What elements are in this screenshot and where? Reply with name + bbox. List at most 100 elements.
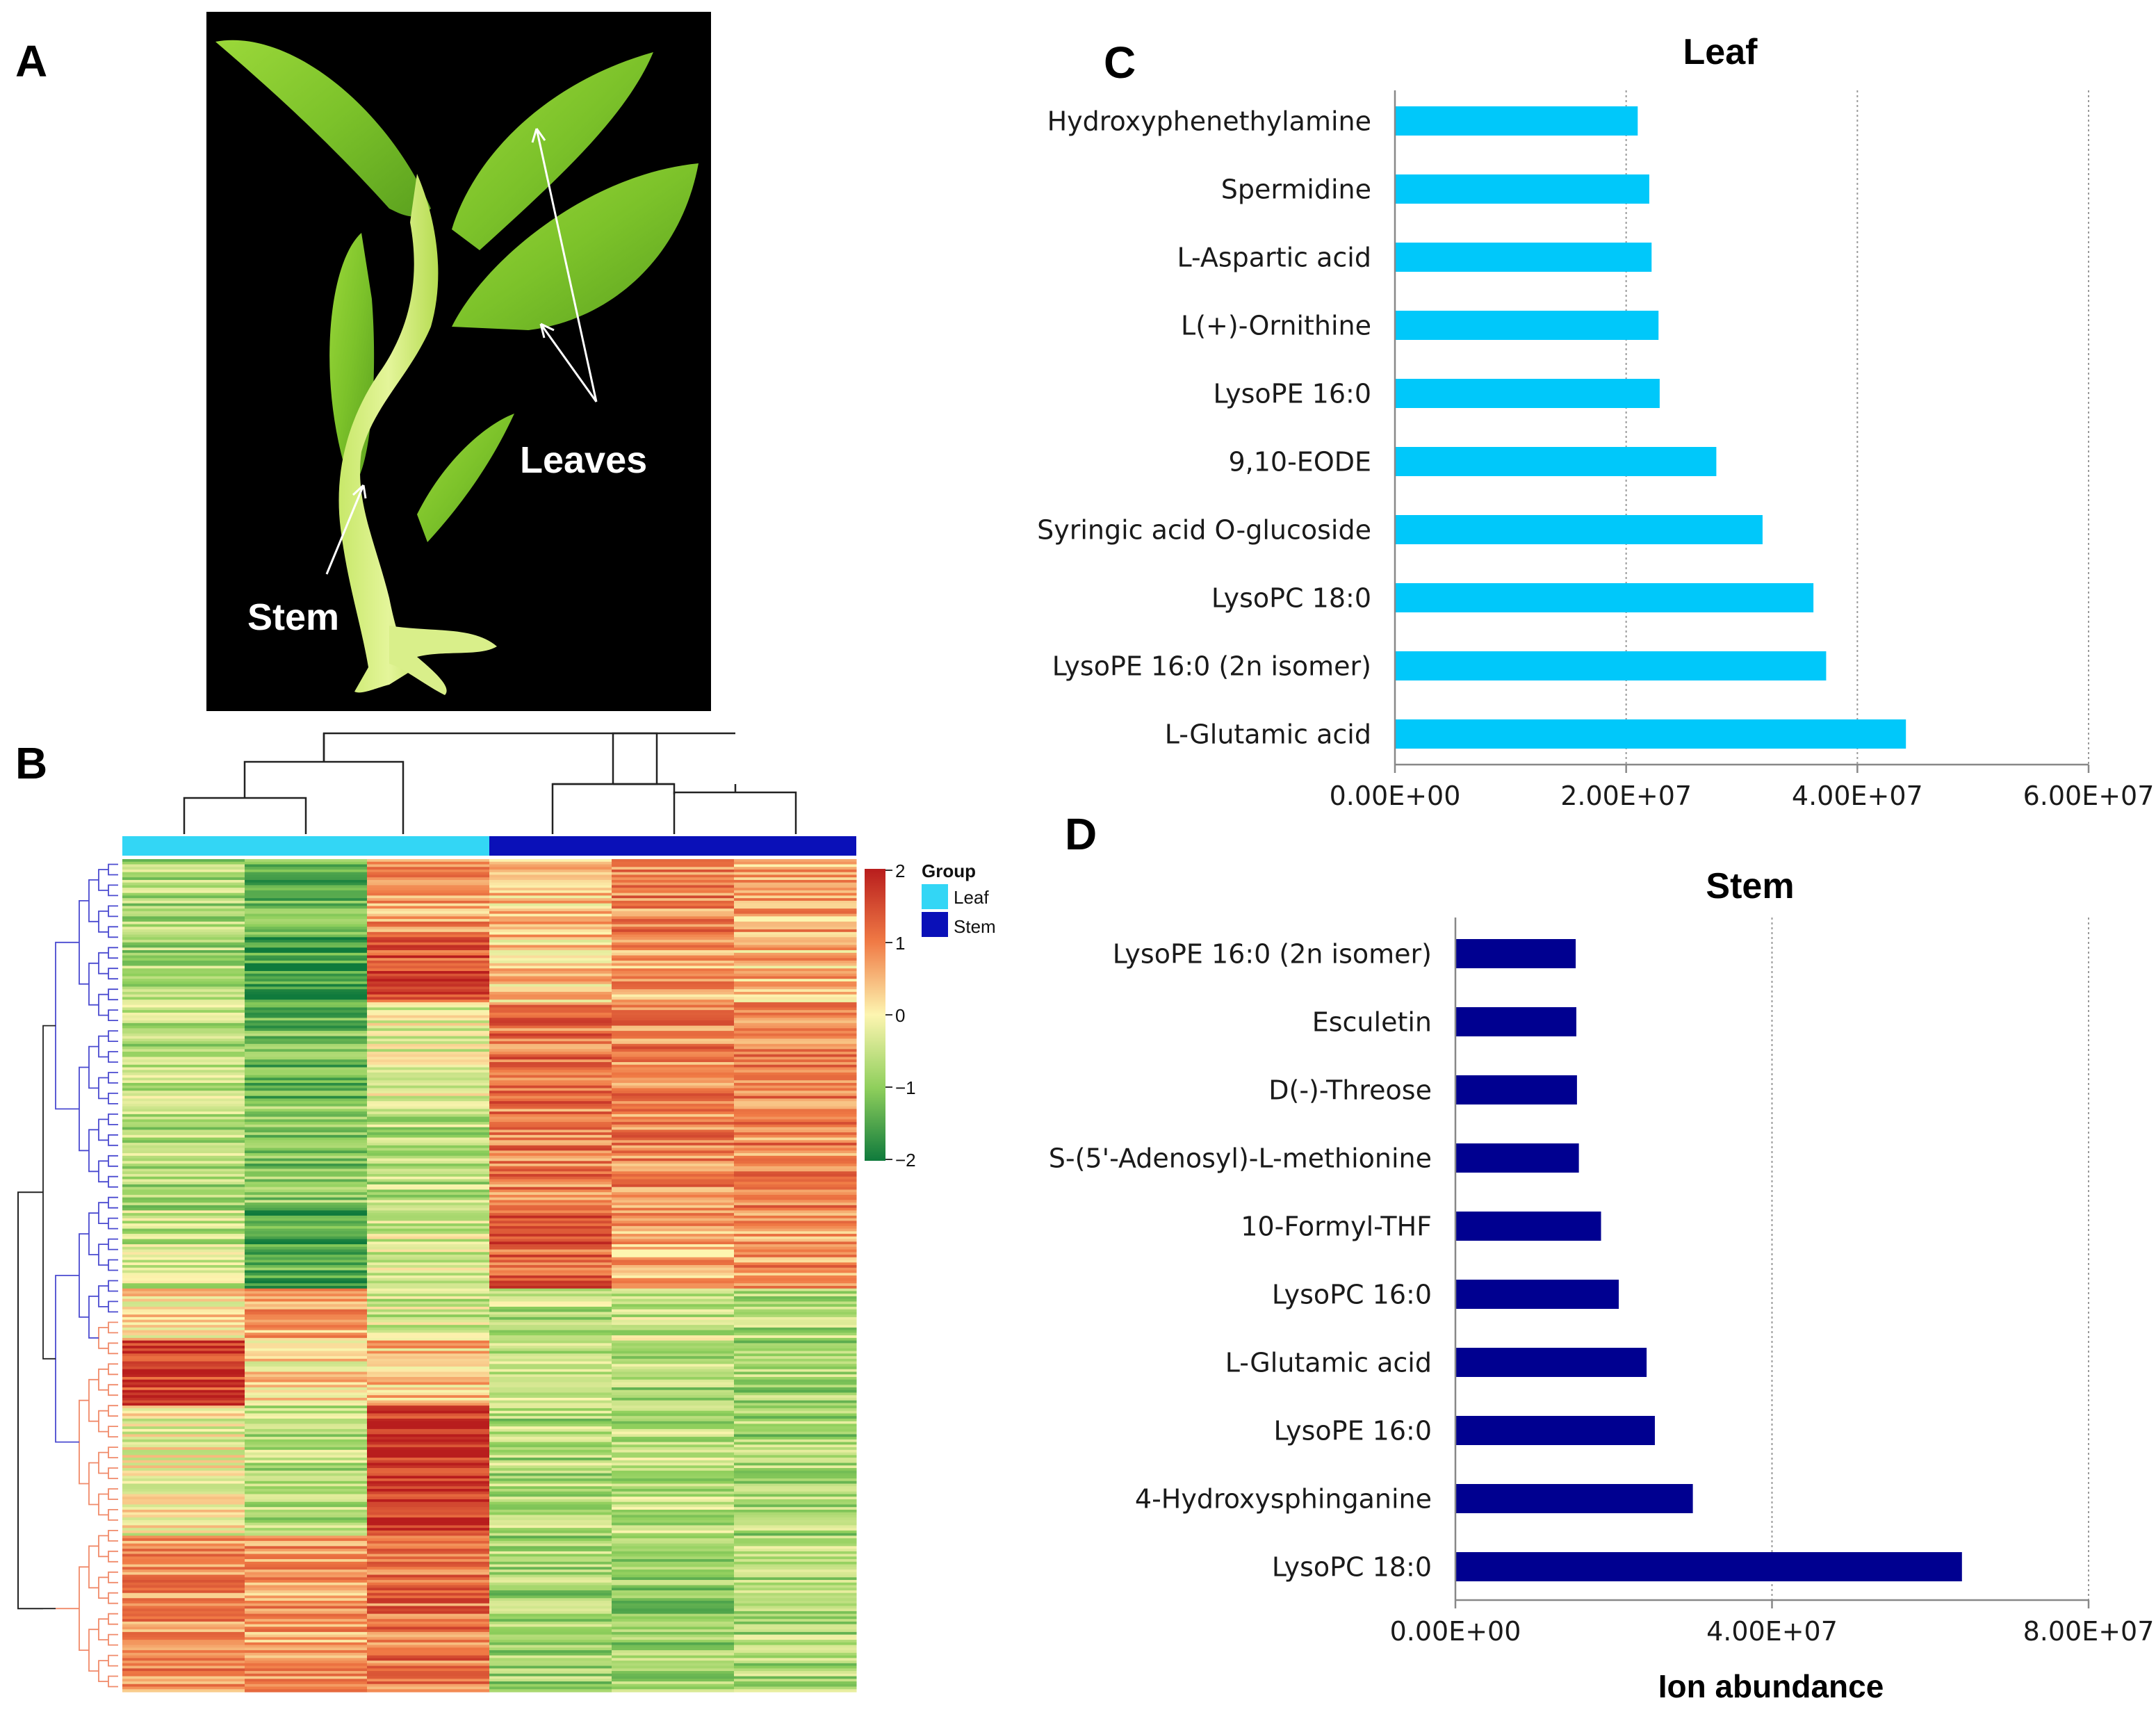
- heatmap-cell: [367, 1416, 490, 1419]
- heatmap-cell: [122, 1460, 245, 1464]
- heatmap-cell: [245, 890, 368, 894]
- heatmap-cell: [367, 1374, 490, 1378]
- stem-category-label: 4-Hydroxysphinganine: [1135, 1484, 1432, 1515]
- heatmap-cell: [245, 1619, 368, 1622]
- heatmap-cell: [612, 1257, 735, 1261]
- heatmap-cell: [245, 1166, 368, 1170]
- heatmap-cell: [367, 1225, 490, 1230]
- heatmap-cell: [122, 1119, 245, 1123]
- heatmap-cell: [489, 1127, 612, 1130]
- heatmap-cell: [122, 1655, 245, 1658]
- heatmap-cell: [245, 1624, 368, 1627]
- heatmap-cell: [612, 1033, 735, 1037]
- heatmap-cell: [367, 1182, 490, 1185]
- heatmap-cell: [367, 1249, 490, 1253]
- heatmap-cell: [122, 1192, 245, 1196]
- heatmap-cell: [245, 1064, 368, 1068]
- heatmap-cell: [367, 1431, 490, 1435]
- heatmap-cell: [245, 1294, 368, 1297]
- heatmap-cell: [367, 927, 490, 930]
- heatmap-cell: [245, 1265, 368, 1269]
- heatmap-cell: [122, 1351, 245, 1354]
- leaves-arrow-1-head: [531, 128, 546, 143]
- heatmap-cell: [245, 1661, 368, 1664]
- heatmap-cell: [367, 958, 490, 961]
- heatmap-cell: [367, 1458, 490, 1461]
- heatmap-cell: [489, 1661, 612, 1664]
- heatmap-cell: [245, 1481, 368, 1485]
- heatmap-cell: [245, 1434, 368, 1437]
- heatmap-cell: [122, 1637, 245, 1640]
- heatmap-cell: [489, 1361, 612, 1364]
- heatmap-cell: [367, 1267, 490, 1271]
- heatmap-cell: [489, 869, 612, 873]
- heatmap-cell: [612, 1103, 735, 1107]
- heatmap-cell: [122, 1257, 245, 1261]
- heatmap-cell: [734, 1379, 857, 1383]
- row-dendrogram-branch: [98, 911, 108, 933]
- heatmap-cell: [612, 1671, 735, 1674]
- heatmap-cell: [612, 1647, 735, 1651]
- heatmap-cell: [489, 1192, 612, 1196]
- heatmap-cell: [367, 1072, 490, 1076]
- heatmap-cell: [367, 1385, 490, 1388]
- row-dendrogram-branch: [79, 1566, 89, 1651]
- heatmap-cell: [734, 1002, 857, 1006]
- heatmap-cell: [734, 1535, 857, 1539]
- heatmap-cell: [734, 1385, 857, 1388]
- heatmap-cell: [489, 1301, 612, 1305]
- heatmap-cell: [734, 1470, 857, 1474]
- heatmap-cell: [489, 864, 612, 867]
- heatmap-cell: [489, 965, 612, 969]
- heatmap-cell: [612, 1327, 735, 1331]
- heatmap-cell: [122, 1116, 245, 1120]
- stem-bar: [1455, 1552, 1962, 1581]
- heatmap-cell: [245, 1570, 368, 1573]
- heatmap-cell: [122, 1153, 245, 1157]
- heatmap-cell: [122, 1449, 245, 1453]
- heatmap-cell: [734, 916, 857, 920]
- heatmap-cell: [612, 1689, 735, 1693]
- heatmap-cell: [734, 1624, 857, 1627]
- heatmap-cell: [245, 1634, 368, 1638]
- heatmap-cell: [245, 1025, 368, 1029]
- heatmap-cell: [612, 1228, 735, 1232]
- stem-tick-label: 0.00E+00: [1390, 1616, 1521, 1647]
- heatmap-cell: [489, 1442, 612, 1445]
- row-dendrogram-branch: [88, 1296, 99, 1339]
- leaf-category-label: L-Aspartic acid: [1177, 243, 1372, 273]
- heatmap-cell: [734, 1052, 857, 1055]
- heatmap-cell: [489, 1325, 612, 1328]
- heatmap-cell: [734, 1312, 857, 1315]
- heatmap-cell: [734, 1499, 857, 1503]
- stem-bar: [1455, 1348, 1647, 1377]
- heatmap-cell: [734, 1387, 857, 1391]
- heatmap-cell: [734, 961, 857, 964]
- heatmap-cell: [734, 1143, 857, 1146]
- heatmap-cell: [122, 1364, 245, 1367]
- heatmap-cell: [734, 940, 857, 943]
- heatmap-cell: [489, 997, 612, 1000]
- heatmap-cell: [122, 1397, 245, 1401]
- heatmap-cell: [734, 1275, 857, 1279]
- heatmap-cell: [612, 1517, 735, 1521]
- heatmap-cell: [367, 1504, 490, 1508]
- heatmap-cell: [122, 1246, 245, 1250]
- heatmap-cell: [367, 1379, 490, 1383]
- heatmap-cell: [489, 1517, 612, 1521]
- heatmap-cell: [734, 1676, 857, 1679]
- heatmap-cell: [367, 882, 490, 886]
- heatmap-cell: [489, 1103, 612, 1107]
- heatmap-cell: [734, 1267, 857, 1271]
- heatmap-cell: [734, 1642, 857, 1646]
- heatmap-cell: [489, 945, 612, 948]
- leaf-bar: [1395, 174, 1649, 204]
- heatmap-cell: [734, 1278, 857, 1282]
- heatmap-cell: [367, 1533, 490, 1536]
- heatmap-cell: [734, 1077, 857, 1081]
- heatmap-cell: [489, 934, 612, 938]
- heatmap-cell: [612, 1470, 735, 1474]
- heatmap-cell: [122, 1091, 245, 1094]
- heatmap-cell: [734, 1025, 857, 1029]
- heatmap-cell: [489, 888, 612, 891]
